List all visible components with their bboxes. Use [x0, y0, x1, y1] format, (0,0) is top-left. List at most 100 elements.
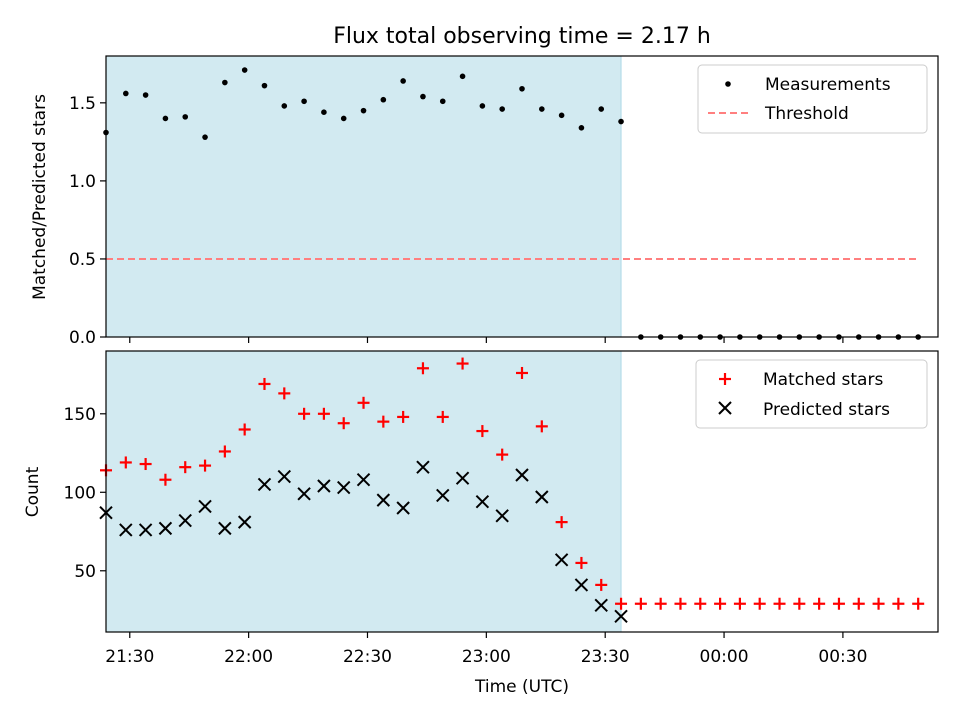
- measurement-point: [202, 134, 208, 140]
- matched-star-point: [615, 597, 628, 610]
- xtick-label: 22:00: [224, 647, 273, 667]
- matched-star-point: [357, 396, 370, 409]
- matched-star-point: [476, 425, 489, 438]
- predicted-star-point: [515, 468, 529, 482]
- top-legend: Measurements Threshold: [697, 64, 928, 134]
- predicted-legend-label: Predicted stars: [763, 400, 890, 420]
- measurement-point: [539, 106, 545, 112]
- matched-star-point: [436, 410, 449, 423]
- xtick-label: 22:30: [343, 647, 392, 667]
- predicted-star-point: [436, 488, 450, 503]
- predicted-legend-marker: [718, 401, 732, 415]
- matched-star-point: [714, 597, 727, 610]
- measurements-legend-label: Measurements: [765, 75, 891, 95]
- bottom-observing-window: [105, 350, 622, 633]
- matched-star-point: [377, 415, 390, 428]
- measurement-point: [340, 115, 347, 122]
- top-ylabel: Matched/Predicted stars: [30, 94, 50, 300]
- measurement-point: [420, 93, 426, 100]
- measurement-point: [241, 67, 248, 73]
- matched-legend-label: Matched stars: [763, 370, 883, 390]
- bottom-ytick-label: 50: [74, 562, 96, 582]
- matched-star-point: [733, 597, 746, 610]
- matched-star-point: [496, 448, 509, 461]
- predicted-star-point: [396, 501, 410, 515]
- matched-star-point: [832, 597, 845, 610]
- matched-star-point: [773, 597, 786, 610]
- matched-star-point: [179, 461, 192, 474]
- predicted-star-point: [495, 509, 509, 523]
- predicted-star-point: [614, 609, 628, 624]
- measurement-point: [519, 85, 525, 92]
- matched-star-point: [852, 597, 865, 610]
- matched-star-point: [555, 516, 568, 529]
- measurement-point: [360, 107, 367, 114]
- matched-star-point: [674, 597, 687, 610]
- matched-star-point: [416, 362, 429, 375]
- measurement-point: [439, 98, 446, 105]
- bottom-ylabel: Count: [23, 466, 43, 517]
- measurement-point: [578, 125, 585, 131]
- measurement-point: [479, 103, 486, 109]
- matched-star-point: [119, 456, 132, 469]
- measurement-point: [459, 73, 466, 80]
- matched-star-point: [199, 459, 212, 472]
- matched-star-point: [654, 597, 667, 610]
- matched-star-point: [753, 597, 766, 610]
- measurement-point: [380, 96, 387, 103]
- measurement-point: [281, 103, 288, 109]
- matched-star-point: [139, 458, 152, 471]
- predicted-star-point: [317, 479, 331, 493]
- xtick-label: 23:30: [581, 647, 630, 667]
- predicted-star-point: [237, 515, 252, 529]
- bottom-ytick-label: 150: [64, 405, 96, 425]
- predicted-star-point: [158, 521, 173, 536]
- matched-star-point: [317, 407, 330, 420]
- bottom-plot-frame: [105, 350, 939, 633]
- measurement-point: [400, 78, 406, 84]
- matched-star-point: [238, 423, 251, 436]
- threshold-legend-label: Threshold: [764, 104, 849, 124]
- measurement-point: [162, 115, 169, 122]
- top-legend-box: [697, 64, 928, 134]
- predicted-star-point: [554, 553, 569, 567]
- predicted-star-point: [594, 598, 608, 613]
- predicted-star-point: [198, 499, 212, 514]
- measurement-point: [598, 106, 605, 112]
- measurement-point: [222, 79, 228, 86]
- chart-title: Flux total observing time = 2.17 h: [333, 24, 711, 49]
- matched-star-point: [278, 387, 291, 400]
- bottom-legend: Matched stars Predicted stars: [695, 359, 928, 429]
- predicted-star-point: [297, 487, 311, 501]
- matched-legend-marker: [719, 373, 731, 385]
- top-ytick-label: 1.0: [69, 172, 96, 192]
- matched-star-point: [694, 597, 707, 610]
- predicted-star-point: [416, 460, 430, 474]
- predicted-star-point: [257, 477, 272, 492]
- bottom-legend-box: [695, 359, 928, 429]
- matched-star-point: [535, 420, 548, 433]
- bottom-plot: 50 100 150 21:30 22:00 22:30 23:00 23:30 00:00 0…: [23, 350, 939, 697]
- top-observing-window: [105, 55, 622, 338]
- bottom-ytick-label: 100: [64, 483, 96, 503]
- matched-star-point: [595, 578, 608, 591]
- matched-star-point: [516, 366, 528, 379]
- matched-star-point: [813, 597, 826, 610]
- measurement-point: [182, 114, 189, 120]
- measurement-point: [618, 118, 624, 125]
- matched-star-point: [456, 357, 469, 370]
- predicted-star-point: [178, 513, 192, 528]
- measurement-point: [558, 112, 565, 119]
- matched-star-point: [298, 407, 311, 420]
- measurement-point: [499, 106, 505, 112]
- top-ytick-label: 0.5: [69, 250, 96, 270]
- xtick-label: 00:30: [818, 647, 867, 667]
- predicted-star-point: [455, 471, 470, 485]
- top-ytick-label: 1.5: [69, 94, 96, 114]
- xtick-label: 21:30: [105, 647, 154, 667]
- matched-star-point: [337, 417, 350, 430]
- predicted-star-point: [356, 473, 371, 487]
- measurements-legend-marker: [725, 81, 731, 87]
- top-plot: 0.0 0.5 1.0 1.5 Matched/Predicted stars Mea…: [30, 55, 939, 348]
